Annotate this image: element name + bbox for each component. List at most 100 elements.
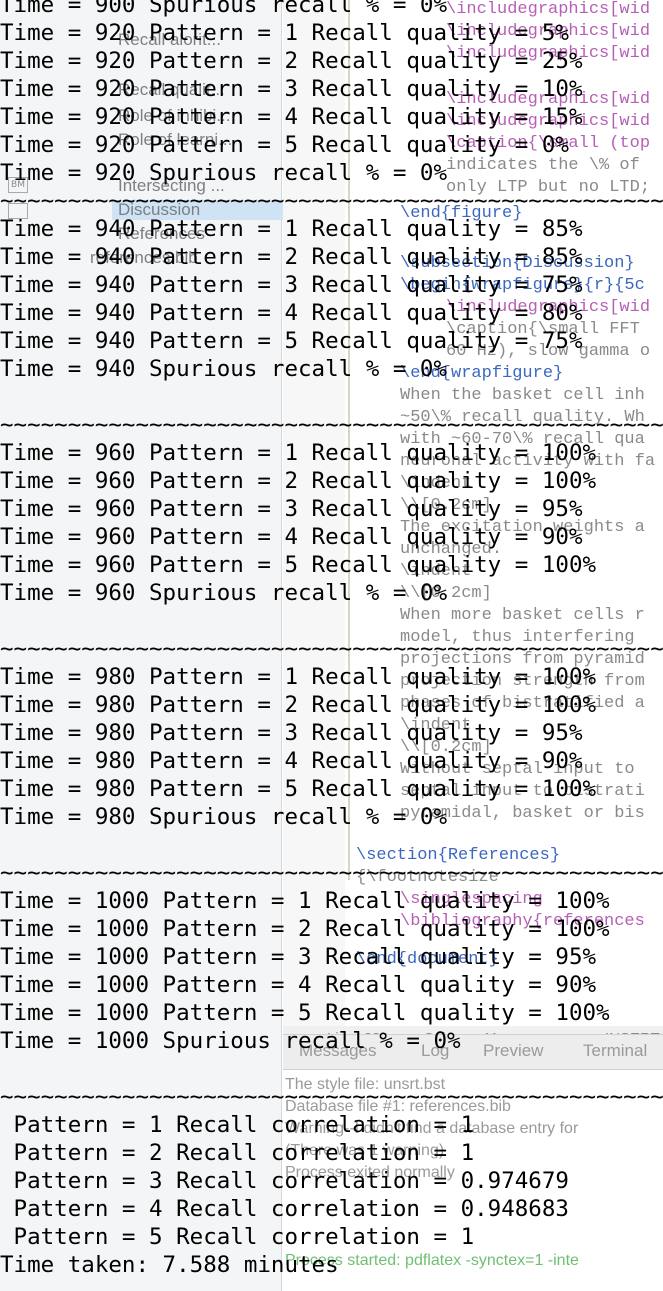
- terminal-line: Pattern = 1 Recall correlation = 1: [0, 1112, 475, 1138]
- editor-line: \indent: [400, 716, 472, 735]
- editor-fold-bar: [348, 0, 350, 880]
- terminal-line: Pattern = 5 Recall correlation = 1: [0, 1224, 475, 1250]
- outline-item-references[interactable]: References: [118, 224, 205, 243]
- terminal-line: [0, 383, 663, 411]
- terminal-line: Time = 1000 Pattern = 1 Recall quality =…: [0, 888, 610, 914]
- terminal-line: Time = 940 Pattern = 4 Recall quality = …: [0, 300, 583, 326]
- editor-line: \includegraphics[wid: [446, 298, 651, 317]
- log-line: Database file #1: references.bib: [285, 1098, 511, 1115]
- editor-line: Without septal input to: [400, 760, 635, 779]
- terminal-line: [0, 607, 663, 635]
- editor-line: When the basket cell inh: [400, 386, 645, 405]
- editor-line: phases of bistratified a: [400, 694, 645, 713]
- process-started-line: Process started: pdflatex -synctex=1 -in…: [285, 1252, 579, 1269]
- editor-line: \caption{\small (top: [446, 134, 651, 153]
- editor-line: \\[0.2cm]: [400, 496, 492, 515]
- tab-preview[interactable]: Preview: [483, 1041, 544, 1060]
- terminal-line: Time = 1000 Pattern = 4 Recall quality =…: [0, 972, 597, 998]
- editor-line: septal input to bistrati: [400, 782, 645, 801]
- terminal-line: Time = 920 Spurious recall % = 0%: [0, 160, 448, 186]
- terminal-line: Time = 980 Pattern = 1 Recall quality = …: [0, 664, 597, 690]
- editor-line: When more basket cells r: [400, 606, 645, 625]
- terminal-line: Time = 960 Pattern = 1 Recall quality = …: [0, 440, 597, 466]
- terminal-line: Time = 980 Pattern = 2 Recall quality = …: [0, 692, 597, 718]
- editor-line: projection strength from: [400, 672, 645, 691]
- editor-line: only LTP but no LTD;: [446, 178, 651, 197]
- editor-line: \includegraphics[wid: [446, 22, 651, 41]
- log-line: (There was 1 warning): [285, 1142, 445, 1159]
- editor-line: \caption{\small FFT: [446, 320, 640, 339]
- terminal-line: Time = 940 Spurious recall % = 0%: [0, 356, 448, 382]
- editor-line: \includegraphics[wid: [446, 0, 651, 19]
- terminal-line: Time = 940 Pattern = 2 Recall quality = …: [0, 244, 583, 270]
- editor-line: 60 Hz), slow gamma o: [446, 342, 651, 361]
- editor-line: \includegraphics[wid: [446, 112, 651, 131]
- editor-line: pyramidal, basket or bis: [400, 804, 645, 823]
- terminal-line: Time = 960 Pattern = 2 Recall quality = …: [0, 468, 597, 494]
- editor-line: neuronal activity with fa: [400, 452, 656, 471]
- terminal-line: Time = 980 Pattern = 3 Recall quality = …: [0, 720, 583, 746]
- editor-line: The excitation weights a: [400, 518, 645, 537]
- terminal-line: Time = 940 Pattern = 5 Recall quality = …: [0, 328, 583, 354]
- separator-line: ~~~~~~~~~~~~~~~~~~~~~~~~~~~~~~~~~~~~~~~~…: [0, 636, 663, 662]
- terminal-line: Pattern = 3 Recall correlation = 0.97467…: [0, 1168, 569, 1194]
- terminal-line: Time = 940 Pattern = 3 Recall quality = …: [0, 272, 583, 298]
- tab-messages[interactable]: Messages: [299, 1041, 377, 1060]
- editor-line: \indent: [400, 562, 472, 581]
- terminal-line: Time = 1000 Pattern = 2 Recall quality =…: [0, 916, 610, 942]
- log-line: Process exited normally: [285, 1164, 455, 1181]
- editor-line: \begin{wrapfigure}{r}{5c: [400, 276, 645, 295]
- separator-line: ~~~~~~~~~~~~~~~~~~~~~~~~~~~~~~~~~~~~~~~~…: [0, 1084, 663, 1110]
- separator-line: ~~~~~~~~~~~~~~~~~~~~~~~~~~~~~~~~~~~~~~~~…: [0, 412, 663, 438]
- terminal-line: Time = 920 Pattern = 5 Recall quality = …: [0, 132, 569, 158]
- editor-line: indicates the \% of: [446, 156, 640, 175]
- outline-item-discussion[interactable]: Discussion: [112, 200, 286, 220]
- bookmark-icon[interactable]: BM: [8, 177, 28, 193]
- log-line: The style file: unsrt.bst: [285, 1076, 446, 1093]
- outline-item-recall-quality[interactable]: Recall qualit...: [118, 80, 225, 99]
- outline-item-recall-algorithm[interactable]: Recall alorit...: [118, 30, 221, 49]
- separator-line: ~~~~~~~~~~~~~~~~~~~~~~~~~~~~~~~~~~~~~~~~…: [0, 188, 663, 214]
- editor-line: \\[0.2cm]: [400, 738, 492, 757]
- terminal-line: Time = 960 Pattern = 5 Recall quality = …: [0, 552, 597, 578]
- output-panel-tabs: Messages Log Preview Terminal: [283, 1034, 663, 1070]
- tab-terminal[interactable]: Terminal: [583, 1041, 648, 1060]
- editor-line: unchanged.: [400, 540, 503, 559]
- terminal-line: Time = 960 Spurious recall % = 0%: [0, 580, 448, 606]
- terminal-line: Time = 940 Pattern = 1 Recall quality = …: [0, 216, 583, 242]
- editor-line: ~50\% recall quality. Wh: [400, 408, 645, 427]
- outline-item-references-bib[interactable]: references.bib: [90, 248, 198, 267]
- editor-line: \subsection{Discussion}: [400, 254, 635, 273]
- editor-line: \includegraphics[wid: [446, 44, 651, 63]
- terminal-line: Time = 980 Pattern = 4 Recall quality = …: [0, 748, 583, 774]
- editor-line: \indent: [400, 474, 472, 493]
- terminal-line: Time = 980 Spurious recall % = 0%: [0, 804, 448, 830]
- editor-line: \\[0.2cm]: [400, 584, 492, 603]
- log-line: Warning--I didn't find a database entry …: [285, 1120, 579, 1137]
- terminal-line: Time = 920 Pattern = 4 Recall quality = …: [0, 104, 583, 130]
- outline-item-role-of-inhibition[interactable]: Role of inhibi...: [118, 106, 231, 125]
- outline-item-role-of-learning[interactable]: Role of learni...: [118, 130, 233, 149]
- terminal-line: Time = 1000 Pattern = 3 Recall quality =…: [0, 944, 597, 970]
- editor-line: with ~60-70\% recall qua: [400, 430, 645, 449]
- terminal-line: Time = 960 Pattern = 4 Recall quality = …: [0, 524, 583, 550]
- editor-line: model, thus interfering: [400, 628, 635, 647]
- outline-item-intersecting[interactable]: Intersecting ...: [118, 176, 225, 195]
- terminal-line: Time = 1000 Pattern = 5 Recall quality =…: [0, 1000, 610, 1026]
- terminal-line: [0, 1055, 663, 1083]
- editor-line: \end{document}: [356, 950, 499, 969]
- editor-line: \singlespacing: [400, 890, 543, 909]
- editor-line: \end{figure}: [400, 204, 523, 223]
- terminal-line: [0, 831, 663, 859]
- document-outline-sidebar: Recall alorit... Recall qualit... Role o…: [0, 0, 286, 1291]
- tab-log[interactable]: Log: [421, 1041, 450, 1060]
- terminal-line: Time = 920 Pattern = 3 Recall quality = …: [0, 76, 583, 102]
- terminal-line: Time taken: 7.588 minutes: [0, 1252, 339, 1278]
- editor-line: projections from pyramid: [400, 650, 645, 669]
- terminal-line: Time = 960 Pattern = 3 Recall quality = …: [0, 496, 583, 522]
- structure-icon[interactable]: [8, 203, 28, 219]
- separator-line: ~~~~~~~~~~~~~~~~~~~~~~~~~~~~~~~~~~~~~~~~…: [0, 860, 663, 886]
- editor-line: \bibliography{references: [400, 912, 645, 931]
